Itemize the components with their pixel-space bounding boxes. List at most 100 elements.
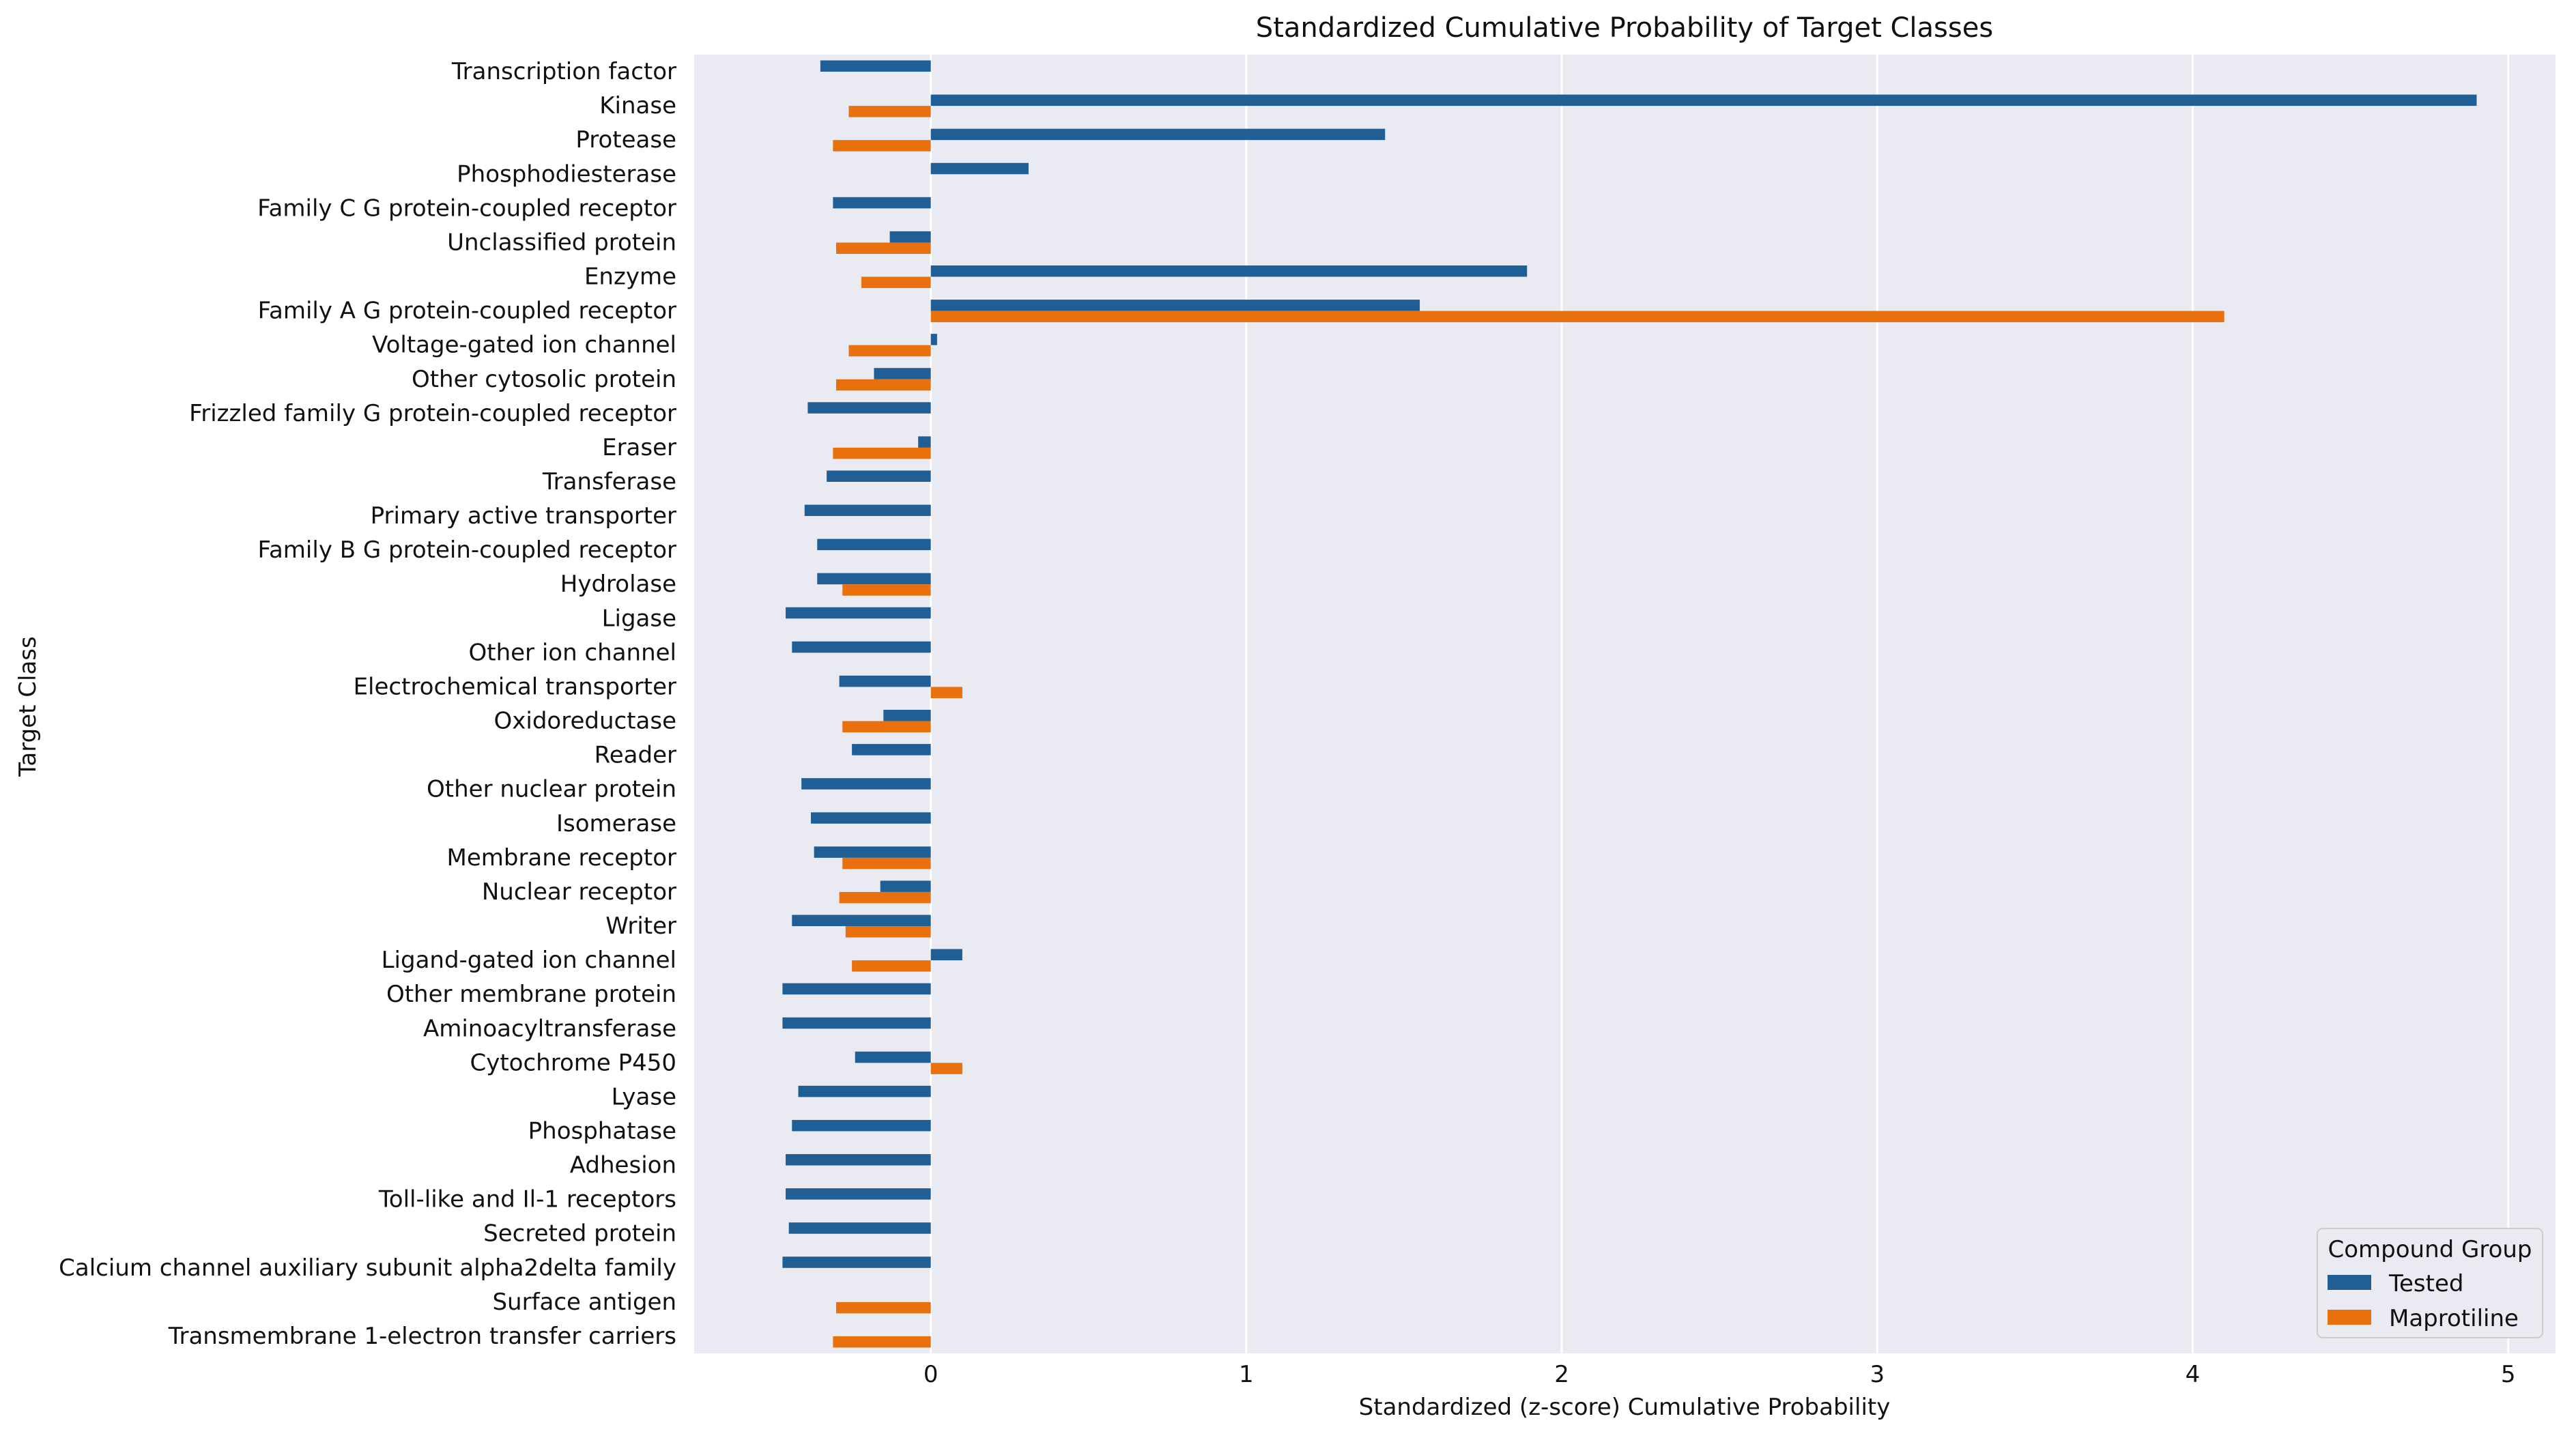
- y-tick-label-eraser: Eraser: [602, 434, 676, 461]
- y-tick-label-adhesion: Adhesion: [570, 1152, 676, 1179]
- y-tick-label-hydrolase: Hydrolase: [560, 571, 676, 598]
- y-axis-label: Target Class: [14, 636, 42, 777]
- x-axis-label: Standardized (z-score) Cumulative Probab…: [1359, 1394, 1891, 1421]
- bar-maprotiline-cytochrome-p450: [930, 1063, 962, 1074]
- bar-maprotiline-nuclear-receptor: [839, 891, 931, 904]
- bar-maprotiline-protease: [833, 140, 931, 152]
- bar-tested-calcium-channel-auxiliary-subunit-alpha2delta-family: [782, 1256, 931, 1268]
- bar-tested-family-b-g-protein-coupled-receptor: [817, 538, 931, 551]
- y-tick-label-ligase: Ligase: [602, 605, 676, 632]
- y-tick-label-frizzled-family-g-protein-coupled-receptor: Frizzled family G protein-coupled recept…: [189, 400, 676, 427]
- bar-tested-isomerase: [811, 812, 931, 824]
- bar-tested-other-cytosolic-protein: [874, 368, 931, 379]
- y-tick-label-family-a-g-protein-coupled-receptor: Family A G protein-coupled receptor: [258, 298, 676, 325]
- bar-maprotiline-oxidoreductase: [842, 721, 931, 733]
- bar-tested-nuclear-receptor: [880, 880, 931, 892]
- bar-tested-voltage-gated-ion-channel: [930, 334, 937, 345]
- bar-tested-transcription-factor: [820, 60, 931, 72]
- y-tick-label-phosphatase: Phosphatase: [528, 1117, 676, 1145]
- x-tick-label-1: 1: [1239, 1361, 1254, 1388]
- y-tick-label-writer: Writer: [605, 912, 676, 940]
- y-tick-label-other-membrane-protein: Other membrane protein: [386, 981, 676, 1008]
- y-tick-label-lyase: Lyase: [612, 1083, 676, 1110]
- y-tick-label-nuclear-receptor: Nuclear receptor: [482, 878, 676, 906]
- plot-background: [694, 55, 2556, 1353]
- bar-maprotiline-eraser: [833, 447, 931, 459]
- bar-tested-kinase: [930, 94, 2477, 106]
- bar-tested-phosphatase: [792, 1119, 931, 1132]
- y-tick-label-cytochrome-p450: Cytochrome P450: [470, 1049, 676, 1076]
- y-tick-label-unclassified-protein: Unclassified protein: [447, 229, 676, 256]
- bar-tested-other-membrane-protein: [782, 983, 931, 995]
- bar-tested-hydrolase: [817, 573, 931, 585]
- y-tick-label-primary-active-transporter: Primary active transporter: [371, 502, 676, 530]
- bar-maprotiline-transmembrane-1-electron-transfer-carriers: [833, 1336, 931, 1348]
- y-tick-label-other-cytosolic-protein: Other cytosolic protein: [412, 366, 676, 393]
- legend: Compound Group Tested Maprotiline: [2317, 1228, 2543, 1338]
- bar-tested-secreted-protein: [788, 1222, 931, 1234]
- y-tick-label-kinase: Kinase: [599, 92, 676, 119]
- bar-maprotiline-hydrolase: [842, 584, 931, 596]
- x-tick-label-4: 4: [2186, 1361, 2201, 1388]
- bar-tested-ligand-gated-ion-channel: [930, 949, 962, 961]
- y-tick-label-toll-like-and-il-1-receptors: Toll-like and Il-1 receptors: [378, 1186, 676, 1213]
- bar-tested-unclassified-protein: [889, 231, 931, 243]
- y-tick-label-oxidoreductase: Oxidoreductase: [494, 708, 676, 735]
- bar-maprotiline-family-a-g-protein-coupled-receptor: [930, 311, 2224, 323]
- y-tick-label-family-c-g-protein-coupled-receptor: Family C G protein-coupled receptor: [257, 195, 676, 222]
- bar-tested-enzyme: [930, 265, 1528, 277]
- bar-tested-protease: [930, 128, 1386, 141]
- label-layer: 0 1 2 3 4 5 Transcription factor Kinase Protease…: [59, 58, 2515, 1388]
- legend-title: Compound Group: [2328, 1236, 2532, 1263]
- bar-tested-family-c-g-protein-coupled-receptor: [833, 197, 931, 209]
- bar-tested-frizzled-family-g-protein-coupled-receptor: [807, 402, 931, 414]
- bar-tested-phosphodiesterase: [930, 162, 1029, 175]
- bar-maprotiline-kinase: [848, 106, 931, 117]
- y-tick-label-enzyme: Enzyme: [584, 263, 676, 291]
- bar-tested-other-nuclear-protein: [801, 778, 931, 790]
- bar-tested-reader: [852, 744, 931, 756]
- y-tick-label-surface-antigen: Surface antigen: [492, 1289, 676, 1316]
- legend-swatch-maprotiline: [2328, 1310, 2371, 1325]
- bar-layer: [782, 60, 2477, 1348]
- legend-box: [2317, 1228, 2543, 1338]
- y-tick-label-family-b-g-protein-coupled-receptor: Family B G protein-coupled receptor: [258, 536, 676, 564]
- bar-maprotiline-electrochemical-transporter: [930, 687, 962, 698]
- bar-tested-primary-active-transporter: [804, 504, 931, 517]
- bar-tested-electrochemical-transporter: [839, 675, 931, 687]
- bar-tested-cytochrome-p450: [855, 1051, 931, 1063]
- x-tick-label-5: 5: [2501, 1361, 2516, 1388]
- bar-tested-lyase: [798, 1085, 931, 1097]
- bar-maprotiline-unclassified-protein: [835, 242, 931, 254]
- y-tick-label-transcription-factor: Transcription factor: [451, 58, 676, 85]
- legend-label-tested: Tested: [2388, 1270, 2463, 1297]
- bar-tested-adhesion: [786, 1154, 931, 1166]
- bar-tested-ligase: [786, 607, 931, 619]
- y-tick-label-reader: Reader: [595, 742, 676, 769]
- y-tick-label-phosphodiesterase: Phosphodiesterase: [457, 160, 676, 188]
- y-tick-label-other-nuclear-protein: Other nuclear protein: [427, 776, 676, 803]
- y-tick-label-voltage-gated-ion-channel: Voltage-gated ion channel: [372, 332, 676, 359]
- bar-maprotiline-membrane-receptor: [842, 857, 931, 869]
- x-tick-label-2: 2: [1554, 1361, 1569, 1388]
- y-tick-label-other-ion-channel: Other ion channel: [469, 639, 677, 666]
- bar-maprotiline-enzyme: [861, 276, 931, 289]
- x-tick-label-3: 3: [1870, 1361, 1885, 1388]
- y-tick-label-membrane-receptor: Membrane receptor: [447, 844, 677, 872]
- bar-tested-eraser: [918, 436, 931, 448]
- bar-maprotiline-ligand-gated-ion-channel: [852, 960, 931, 972]
- bar-maprotiline-surface-antigen: [835, 1302, 931, 1314]
- y-tick-label-transferase: Transferase: [542, 468, 676, 495]
- bar-tested-transferase: [827, 470, 931, 482]
- bar-tested-other-ion-channel: [792, 641, 931, 653]
- bar-maprotiline-other-cytosolic-protein: [835, 379, 931, 391]
- bar-tested-toll-like-and-il-1-receptors: [786, 1188, 931, 1200]
- y-tick-label-isomerase: Isomerase: [556, 810, 676, 837]
- y-tick-label-ligand-gated-ion-channel: Ligand-gated ion channel: [382, 947, 676, 974]
- y-tick-label-electrochemical-transporter: Electrochemical transporter: [354, 673, 676, 700]
- y-tick-label-transmembrane-1-electron-transfer-carriers: Transmembrane 1-electron transfer carrie…: [168, 1323, 676, 1350]
- bar-tested-membrane-receptor: [814, 846, 931, 858]
- y-tick-label-secreted-protein: Secreted protein: [483, 1220, 676, 1248]
